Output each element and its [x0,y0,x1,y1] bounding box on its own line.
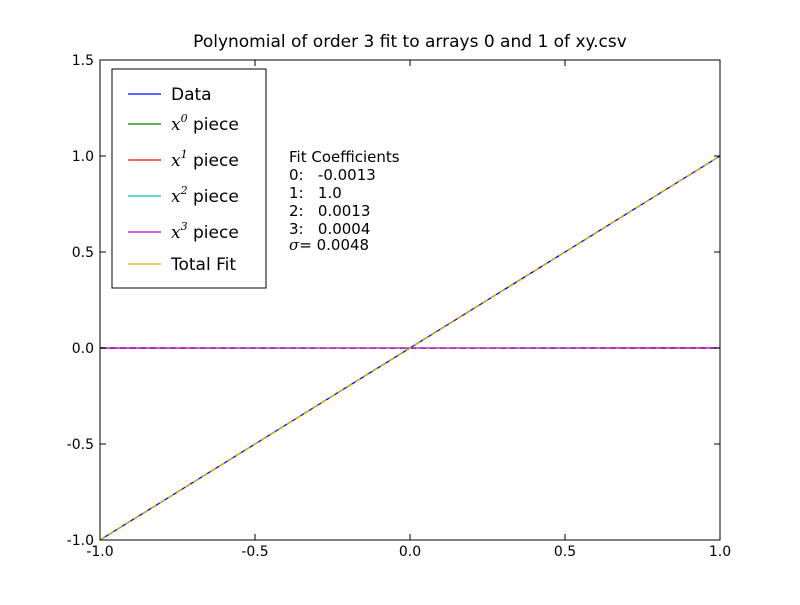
x-tick-label: 0.0 [399,544,421,560]
legend-label-total-fit: Total Fit [170,255,236,275]
y-tick-label: 0.0 [72,341,94,357]
x-tick-label: 1.0 [709,544,731,560]
coef-line-2: 2: 0.0013 [289,202,370,220]
y-tick-label: 1.5 [72,53,94,69]
y-tick-label: -1.0 [67,533,94,549]
chart-title: Polynomial of order 3 fit to arrays 0 an… [193,32,627,52]
y-tick-label: 0.5 [72,245,94,261]
coef-line-0: 0: -0.0013 [289,166,376,184]
coef-sigma-line: σ= 0.0048 [289,236,369,254]
y-tick-label: -0.5 [67,437,94,453]
fit-coefficients-annotation: Fit Coefficients 0: -0.0013 1: 1.0 2: 0.… [289,148,400,254]
coef-line-1: 1: 1.0 [289,184,342,202]
legend-label-data: Data [171,85,212,105]
x-tick-label: -0.5 [241,544,268,560]
y-tick-label: 1.0 [72,149,94,165]
coef-heading: Fit Coefficients [289,148,400,166]
x-tick-label: 0.5 [554,544,576,560]
sigma-value: = 0.0048 [299,236,369,254]
